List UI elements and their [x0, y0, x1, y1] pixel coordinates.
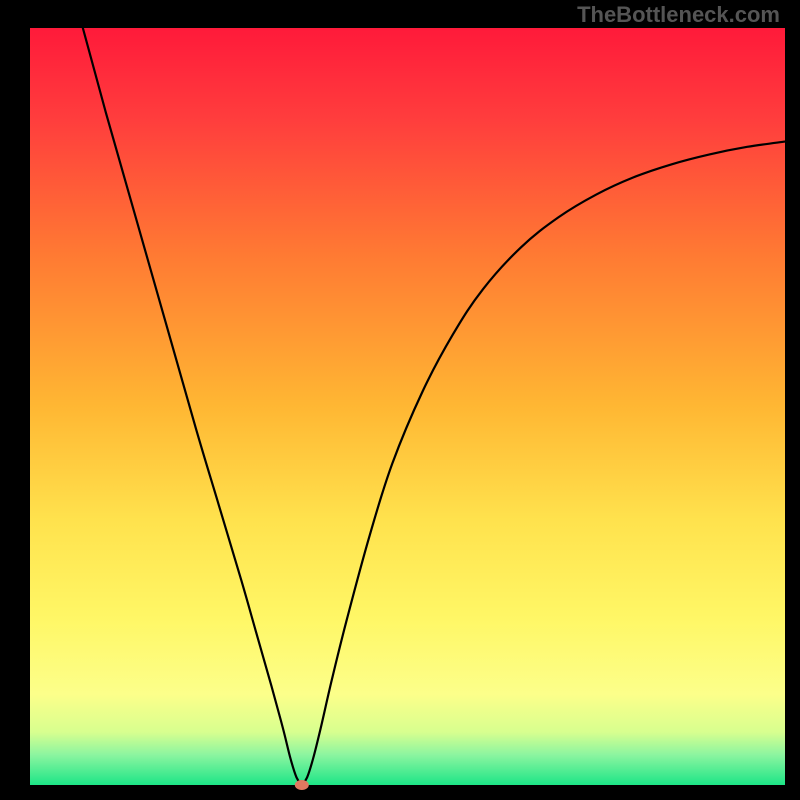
bottleneck-chart [0, 0, 800, 800]
bottleneck-marker [295, 780, 309, 790]
watermark-text: TheBottleneck.com [577, 2, 780, 28]
chart-container: TheBottleneck.com [0, 0, 800, 800]
chart-plot-area [30, 28, 785, 785]
